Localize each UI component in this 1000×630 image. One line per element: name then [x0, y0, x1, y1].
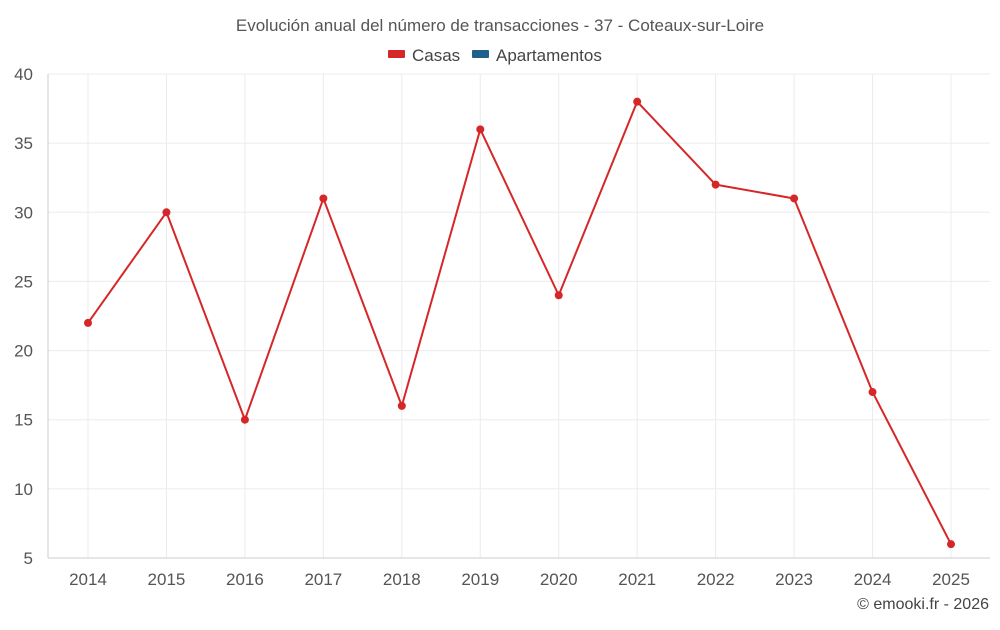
- data-point-casas-2014[interactable]: [84, 318, 92, 327]
- x-tick-label: 2023: [775, 570, 813, 589]
- legend-item-casas[interactable]: Casas: [388, 46, 460, 65]
- series: [84, 97, 955, 549]
- legend-label-apartamentos: Apartamentos: [496, 46, 602, 65]
- data-point-casas-2024[interactable]: [868, 388, 877, 397]
- x-tick-label: 2015: [148, 570, 186, 589]
- legend-item-apartamentos[interactable]: Apartamentos: [472, 46, 602, 65]
- data-point-casas-2020[interactable]: [554, 291, 563, 300]
- y-tick-label: 40: [14, 65, 33, 84]
- x-axis-ticks: 2014 2015 2016 2017 2018 2019 2020 2021 2022 2023…: [69, 570, 970, 589]
- data-point-casas-2025[interactable]: [947, 540, 955, 549]
- y-tick-label: 10: [14, 480, 33, 499]
- data-point-casas-2017[interactable]: [319, 194, 328, 203]
- y-tick-label: 5: [24, 549, 33, 568]
- axes: [47, 74, 990, 559]
- x-tick-label: 2019: [461, 570, 499, 589]
- data-point-casas-2023[interactable]: [790, 194, 799, 203]
- x-tick-label: 2021: [618, 570, 656, 589]
- legend-swatch-casas: [388, 50, 405, 58]
- data-point-casas-2018[interactable]: [397, 401, 406, 410]
- data-point-casas-2019[interactable]: [476, 125, 485, 134]
- data-point-casas-2021[interactable]: [633, 97, 642, 106]
- data-point-casas-2022[interactable]: [711, 180, 720, 189]
- legend-swatch-apartamentos: [472, 50, 489, 58]
- y-tick-label: 25: [14, 272, 33, 291]
- chart-title: Evolución anual del número de transaccio…: [236, 16, 764, 35]
- x-tick-label: 2018: [383, 570, 421, 589]
- data-point-casas-2015[interactable]: [162, 208, 171, 217]
- x-tick-label: 2014: [69, 570, 107, 589]
- series-line-casas: [87, 100, 952, 545]
- credit-text: © emooki.fr - 2026: [857, 596, 989, 613]
- x-tick-label: 2024: [854, 570, 892, 589]
- x-tick-label: 2017: [304, 570, 342, 589]
- x-tick-label: 2025: [932, 570, 970, 589]
- x-tick-label: 2022: [697, 570, 735, 589]
- y-tick-label: 35: [14, 134, 33, 153]
- x-tick-label: 2016: [226, 570, 264, 589]
- y-tick-label: 20: [14, 342, 33, 361]
- grid: [48, 73, 990, 558]
- y-tick-label: 15: [14, 411, 33, 430]
- legend: Casas Apartamentos: [388, 46, 602, 65]
- x-tick-label: 2020: [540, 570, 578, 589]
- legend-label-casas: Casas: [412, 46, 460, 65]
- y-tick-label: 30: [14, 203, 33, 222]
- y-axis-ticks: 5 10 15 20 25 30 35 40: [14, 65, 33, 568]
- data-point-casas-2016[interactable]: [240, 415, 249, 424]
